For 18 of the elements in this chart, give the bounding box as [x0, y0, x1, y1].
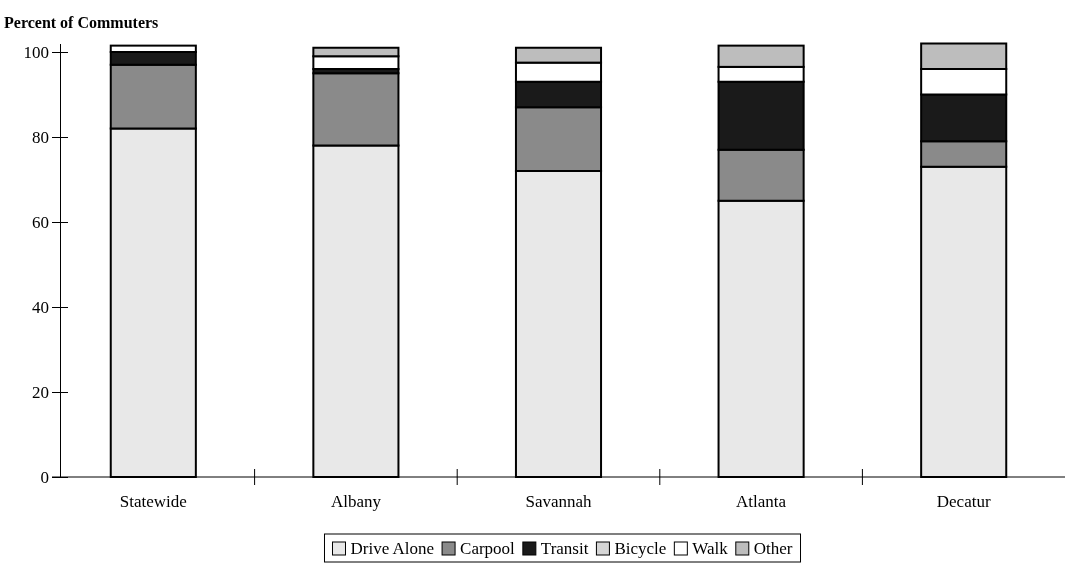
- legend-label: Carpool: [460, 539, 516, 558]
- x-tick-label: Decatur: [936, 492, 991, 511]
- legend-label: Bicycle: [614, 539, 667, 558]
- y-tick-label: 60: [32, 212, 49, 232]
- x-tick-label: Albany: [330, 492, 382, 511]
- legend-label: Transit: [540, 539, 589, 558]
- x-tick-label: Statewide: [119, 492, 187, 511]
- legend-label: Drive Alone: [350, 539, 435, 558]
- legend-label: Walk: [692, 539, 729, 558]
- y-tick-label: 40: [32, 297, 49, 317]
- x-tick-label: Atlanta: [736, 492, 787, 511]
- y-tick-label: 80: [32, 127, 49, 147]
- y-tick-label: 20: [32, 382, 49, 402]
- y-tick-label: 100: [23, 42, 49, 62]
- x-tick-label: Savannah: [525, 492, 593, 511]
- legend-label: Other: [753, 539, 793, 558]
- y-axis-title: Percent of Commuters: [4, 14, 159, 31]
- y-tick-label: 0: [40, 467, 49, 487]
